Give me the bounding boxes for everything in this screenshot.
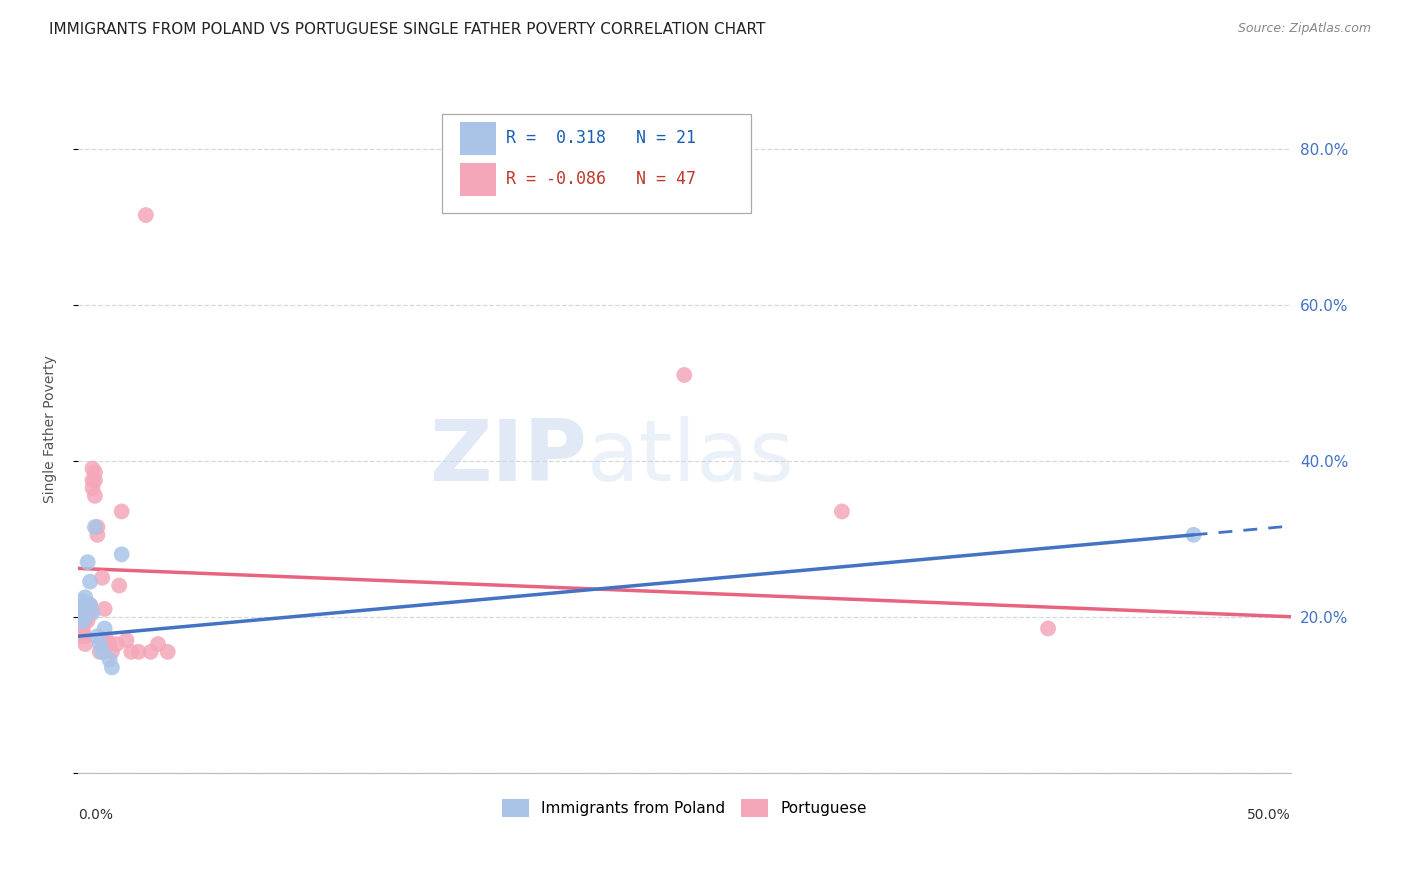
Point (115, 633, 138, 648)
Point (82, 606, 104, 620)
Point (75, 614, 97, 628)
Point (89, 637, 111, 651)
Point (93, 602, 115, 616)
Point (110, 504, 132, 518)
Point (84, 520, 107, 534)
Point (105, 637, 128, 651)
Point (72, 629, 94, 643)
Point (69, 602, 91, 616)
Point (69, 602, 91, 616)
Point (72, 602, 94, 616)
Point (72, 622, 94, 636)
Text: ZIP: ZIP (429, 416, 588, 499)
Point (82, 461, 104, 475)
Point (72, 614, 94, 628)
Point (673, 368, 696, 382)
Point (72, 594, 94, 608)
Point (75, 591, 97, 605)
Point (84, 466, 107, 480)
Point (1036, 622, 1059, 636)
Point (139, 645, 162, 659)
Point (91, 645, 114, 659)
Point (108, 578, 131, 592)
Text: R = -0.086   N = 47: R = -0.086 N = 47 (506, 170, 696, 188)
Point (75, 598, 97, 612)
Point (82, 473, 104, 487)
Text: R =  0.318   N = 21: R = 0.318 N = 21 (506, 128, 696, 147)
Bar (460, 122, 496, 155)
Point (75, 606, 97, 620)
Point (72, 606, 94, 620)
Text: Source: ZipAtlas.com: Source: ZipAtlas.com (1237, 22, 1371, 36)
Point (86, 528, 108, 542)
Bar (460, 163, 496, 196)
Point (75, 637, 97, 651)
Point (98, 653, 121, 667)
Point (101, 645, 124, 659)
Point (75, 602, 97, 616)
Point (76, 598, 98, 612)
Point (82, 481, 104, 495)
Point (79, 598, 101, 612)
Text: atlas: atlas (588, 416, 796, 499)
Point (146, 637, 169, 651)
Point (69, 629, 91, 643)
Point (135, 208, 157, 222)
Point (72, 614, 94, 628)
Point (91, 571, 114, 585)
Legend: Immigrants from Poland, Portuguese: Immigrants from Poland, Portuguese (495, 793, 873, 823)
Point (98, 637, 121, 651)
Point (96, 633, 118, 648)
Point (79, 574, 101, 589)
Point (69, 622, 91, 636)
Point (69, 614, 91, 628)
Point (76, 598, 98, 612)
FancyBboxPatch shape (441, 114, 751, 213)
Point (76, 614, 98, 628)
Point (1182, 528, 1205, 542)
Point (76, 555, 98, 569)
Point (91, 633, 114, 648)
Point (86, 629, 108, 643)
Point (831, 504, 853, 518)
Point (79, 598, 101, 612)
Point (156, 645, 179, 659)
Point (84, 473, 107, 487)
Point (86, 520, 108, 534)
Point (69, 614, 91, 628)
Point (79, 606, 101, 620)
Point (75, 629, 97, 643)
Text: IMMIGRANTS FROM POLAND VS PORTUGUESE SINGLE FATHER POVERTY CORRELATION CHART: IMMIGRANTS FROM POLAND VS PORTUGUESE SIN… (49, 22, 766, 37)
Point (89, 645, 111, 659)
Point (93, 622, 115, 636)
Point (110, 547, 132, 561)
Text: 0.0%: 0.0% (77, 808, 112, 822)
Point (84, 489, 107, 503)
Point (76, 606, 98, 620)
Point (120, 645, 142, 659)
Point (101, 660, 124, 674)
Text: 50.0%: 50.0% (1247, 808, 1291, 822)
Y-axis label: Single Father Poverty: Single Father Poverty (44, 356, 58, 503)
Point (128, 645, 150, 659)
